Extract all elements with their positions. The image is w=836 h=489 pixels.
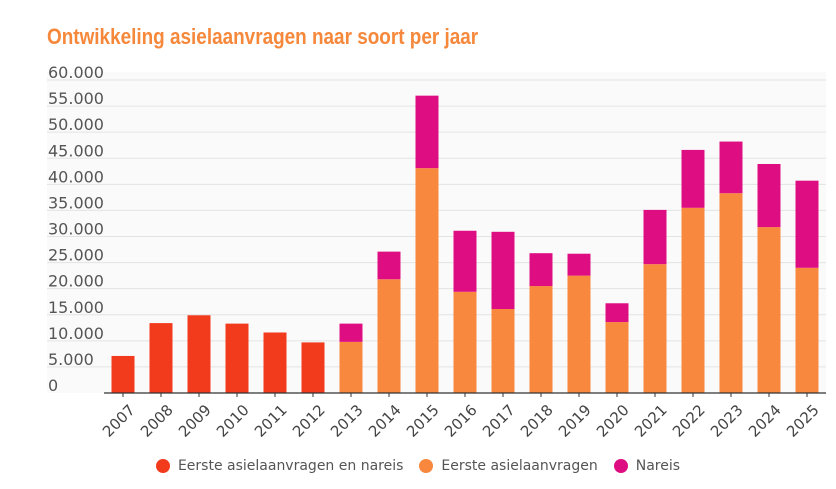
legend-label: Nareis [635,458,681,474]
legend-item[interactable]: Nareis [613,458,681,474]
bar-nareis-2025 [795,180,819,268]
bar-eerste-asielaanvragen-en-nareis-2011 [263,332,287,393]
x-tick-label-2018: 2018 [517,401,557,441]
bar-nareis-2020 [605,303,629,323]
bar-eerste-asielaanvragen-2025 [795,267,819,393]
x-tick-label-2010: 2010 [213,401,253,441]
bar-eerste-asielaanvragen-2016 [453,291,477,393]
y-tick-label: 5.000 [48,350,94,369]
bar-nareis-2015 [415,95,439,169]
bar-eerste-asielaanvragen-2019 [567,275,591,393]
x-tick-label-2017: 2017 [479,401,519,441]
y-axis-ticks: 0 5.000 10.000 15.000 20.000 25.000 30.000 35.0… [48,63,104,395]
bar-eerste-asielaanvragen-2014 [377,279,401,393]
bar-nareis-2024 [757,163,781,228]
bar-eerste-asielaanvragen-en-nareis-2012 [301,342,325,393]
y-tick-label: 10.000 [48,324,104,343]
bar-eerste-asielaanvragen-2022 [681,207,705,393]
legend-dot-icon [419,459,434,473]
bar-eerste-asielaanvragen-2013 [339,341,363,393]
y-tick-label: 55.000 [48,89,104,108]
bar-nareis-2016 [453,230,477,292]
y-tick-label: 30.000 [48,220,104,239]
x-tick-label-2023: 2023 [707,401,747,441]
bar-nareis-2018 [529,253,553,287]
x-tick-label-2019: 2019 [555,401,595,441]
x-tick-label-2011: 2011 [251,401,291,441]
legend-dot-icon [613,459,628,473]
bar-nareis-2014 [377,251,401,280]
x-tick-label-2012: 2012 [289,401,329,441]
y-tick-label: 45.000 [48,141,104,160]
bar-eerste-asielaanvragen-2017 [491,309,515,393]
x-tick-label-2022: 2022 [669,401,709,441]
x-tick-label-2025: 2025 [783,401,823,441]
bar-eerste-asielaanvragen-2015 [415,168,439,393]
x-tick-label-2009: 2009 [175,401,215,441]
x-tick-label-2024: 2024 [745,401,785,441]
legend-label: Eerste asielaanvragen [441,458,598,474]
bar-nareis-2021 [643,209,667,265]
bar-eerste-asielaanvragen-en-nareis-2007 [111,355,135,393]
bar-eerste-asielaanvragen-en-nareis-2010 [225,323,249,393]
y-tick-label: 15.000 [48,298,104,317]
legend-label: Eerste asielaanvragen en nareis [177,458,404,474]
legend: Eerste asielaanvragen en nareis Eerste as… [0,458,836,474]
x-tick-label-2015: 2015 [403,401,443,441]
y-tick-label: 35.000 [48,193,104,212]
x-tick-label-2020: 2020 [593,401,633,441]
legend-dot-icon [155,459,170,473]
y-tick-label: 20.000 [48,272,104,291]
y-tick-label: 25.000 [48,246,104,265]
bar-eerste-asielaanvragen-en-nareis-2008 [149,323,173,393]
bar-eerste-asielaanvragen-2023 [719,193,743,393]
x-tick-label-2014: 2014 [365,401,405,441]
bar-eerste-asielaanvragen-2021 [643,264,667,393]
bar-eerste-asielaanvragen-2024 [757,227,781,393]
bar-nareis-2013 [339,323,363,342]
legend-item[interactable]: Eerste asielaanvragen [419,458,598,474]
bar-nareis-2022 [681,149,705,208]
bar-nareis-2023 [719,141,743,194]
y-tick-label: 40.000 [48,167,104,186]
y-tick-label: 50.000 [48,115,104,134]
stacked-bar-chart: 0 5.000 10.000 15.000 20.000 25.000 30.000 35.0… [47,63,826,441]
x-tick-label-2007: 2007 [99,401,139,441]
chart-title: Ontwikkeling asielaanvragen naar soort p… [47,24,479,49]
legend-item[interactable]: Eerste asielaanvragen en nareis [155,458,404,474]
y-tick-label: 60.000 [48,63,104,82]
x-tick-label-2008: 2008 [137,401,177,441]
x-axis-ticks: 2007200820092010201120122013201420152016… [99,393,823,441]
bar-nareis-2017 [491,231,515,310]
x-tick-label-2021: 2021 [631,401,671,441]
y-tick-label: 0 [48,376,58,395]
bars [111,95,819,393]
bar-nareis-2019 [567,253,591,276]
bar-eerste-asielaanvragen-2020 [605,322,629,393]
bar-eerste-asielaanvragen-en-nareis-2009 [187,315,211,393]
bar-eerste-asielaanvragen-2018 [529,286,553,393]
x-tick-label-2016: 2016 [441,401,481,441]
x-tick-label-2013: 2013 [327,401,367,441]
